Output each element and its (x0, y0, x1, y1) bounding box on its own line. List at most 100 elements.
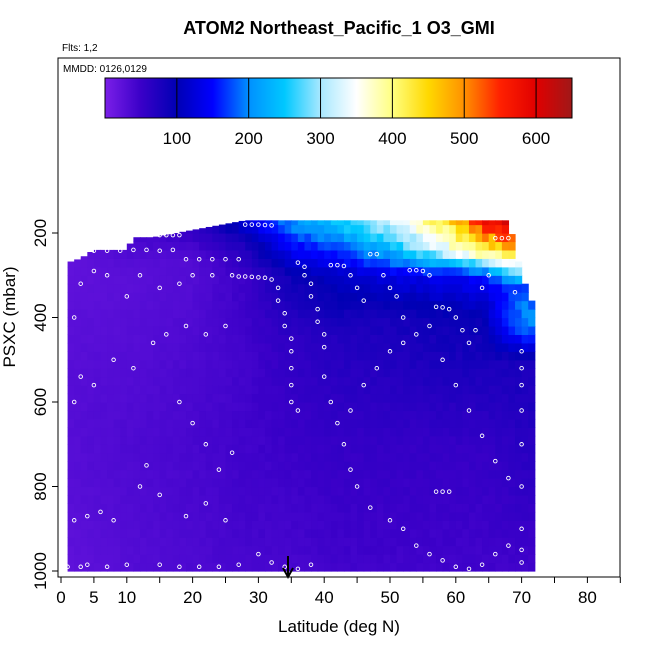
curtain-cell (416, 368, 424, 378)
curtain-cell (284, 486, 292, 496)
curtain-cell (166, 300, 174, 310)
curtain-cell (159, 359, 167, 369)
curtain-cell (271, 486, 279, 496)
curtain-cell (126, 545, 134, 555)
curtain-cell (449, 233, 457, 243)
curtain-cell (284, 503, 292, 513)
curtain-cell (357, 520, 365, 530)
curtain-cell (449, 220, 457, 226)
observation-point (157, 248, 162, 253)
curtain-cell (482, 220, 490, 226)
observation-point (295, 260, 301, 265)
curtain-cell (449, 224, 457, 234)
curtain-cell (199, 486, 207, 496)
curtain-cell (330, 452, 338, 462)
curtain-cell (139, 325, 148, 335)
observation-point (308, 562, 314, 567)
curtain-cell (172, 233, 181, 243)
curtain-cell (212, 376, 220, 386)
curtain-cell (304, 402, 312, 412)
curtain-cell (153, 402, 161, 412)
curtain-cell (225, 258, 233, 268)
curtain-cell (317, 478, 325, 488)
curtain-cell (166, 427, 174, 437)
curtain-cell (304, 258, 312, 268)
curtain-cell (363, 283, 371, 293)
curtain-cell (179, 478, 187, 488)
curtain-cell (245, 511, 253, 521)
curtain-cell (376, 325, 385, 335)
curtain-cell (508, 234, 516, 243)
curtain-cell (462, 461, 470, 471)
curtain-cell (528, 300, 536, 310)
curtain-cell (179, 309, 187, 319)
curtain-cell (153, 537, 161, 547)
observation-point (519, 442, 524, 447)
curtain-cell (515, 292, 523, 302)
curtain-cell (501, 342, 510, 352)
curtain-cell (462, 325, 470, 335)
observation-point (249, 222, 255, 227)
curtain-cell (429, 249, 437, 259)
curtain-cell (225, 562, 233, 572)
curtain-cell (126, 275, 134, 285)
curtain-cell (107, 554, 115, 564)
curtain-cell (199, 528, 207, 538)
curtain-cell (370, 275, 378, 285)
curtain-cell (396, 511, 404, 521)
curtain-cell (528, 520, 536, 530)
observation-point (479, 562, 485, 567)
curtain-cell (508, 317, 516, 327)
curtain-cell (396, 359, 404, 369)
observation-point (466, 566, 472, 572)
curtain-cell (284, 334, 292, 344)
curtain-cell (409, 554, 417, 564)
curtain-cell (304, 368, 312, 378)
curtain-cell (343, 224, 352, 234)
curtain-cell (93, 444, 102, 454)
curtain-cell (153, 554, 161, 564)
curtain-cell (403, 292, 411, 302)
curtain-cell (120, 537, 128, 547)
curtain-cell (436, 427, 444, 437)
curtain-cell (357, 249, 365, 259)
observation-point (223, 256, 228, 262)
curtain-cell (80, 309, 88, 319)
curtain-cell (304, 220, 312, 226)
curtain-cell (179, 402, 187, 412)
curtain-cell (126, 249, 134, 259)
curtain-cell (515, 385, 523, 395)
curtain-cell (179, 275, 187, 285)
curtain-cell (304, 545, 312, 555)
curtain-cell (475, 520, 483, 530)
curtain-cell (311, 461, 319, 471)
curtain-cell (159, 554, 167, 564)
curtain-cell (258, 461, 266, 471)
curtain-cell (120, 309, 128, 319)
curtain-cell (126, 292, 134, 302)
curtain-cell (271, 511, 279, 521)
curtain-cell (468, 537, 477, 547)
curtain-cell (350, 266, 358, 276)
curtain-cell (264, 486, 273, 496)
curtain-cell (225, 309, 233, 319)
curtain-cell (297, 249, 306, 259)
curtain-cell (74, 478, 82, 488)
curtain-cell (297, 427, 306, 437)
curtain-cell (80, 402, 88, 412)
curtain-cell (501, 435, 510, 445)
curtain-cell (343, 418, 352, 428)
curtain-cell (462, 359, 470, 369)
observation-point (157, 285, 162, 291)
curtain-cell (370, 410, 378, 420)
curtain-cell (396, 334, 404, 344)
curtain-cell (475, 249, 483, 259)
curtain-cell (251, 309, 259, 319)
curtain-cell (383, 486, 391, 496)
curtain-cell (120, 494, 128, 504)
curtain-cell (107, 545, 115, 555)
curtain-cell (521, 478, 529, 488)
curtain-cell (403, 283, 411, 293)
curtain-cell (159, 351, 167, 361)
observation-point (427, 551, 432, 557)
